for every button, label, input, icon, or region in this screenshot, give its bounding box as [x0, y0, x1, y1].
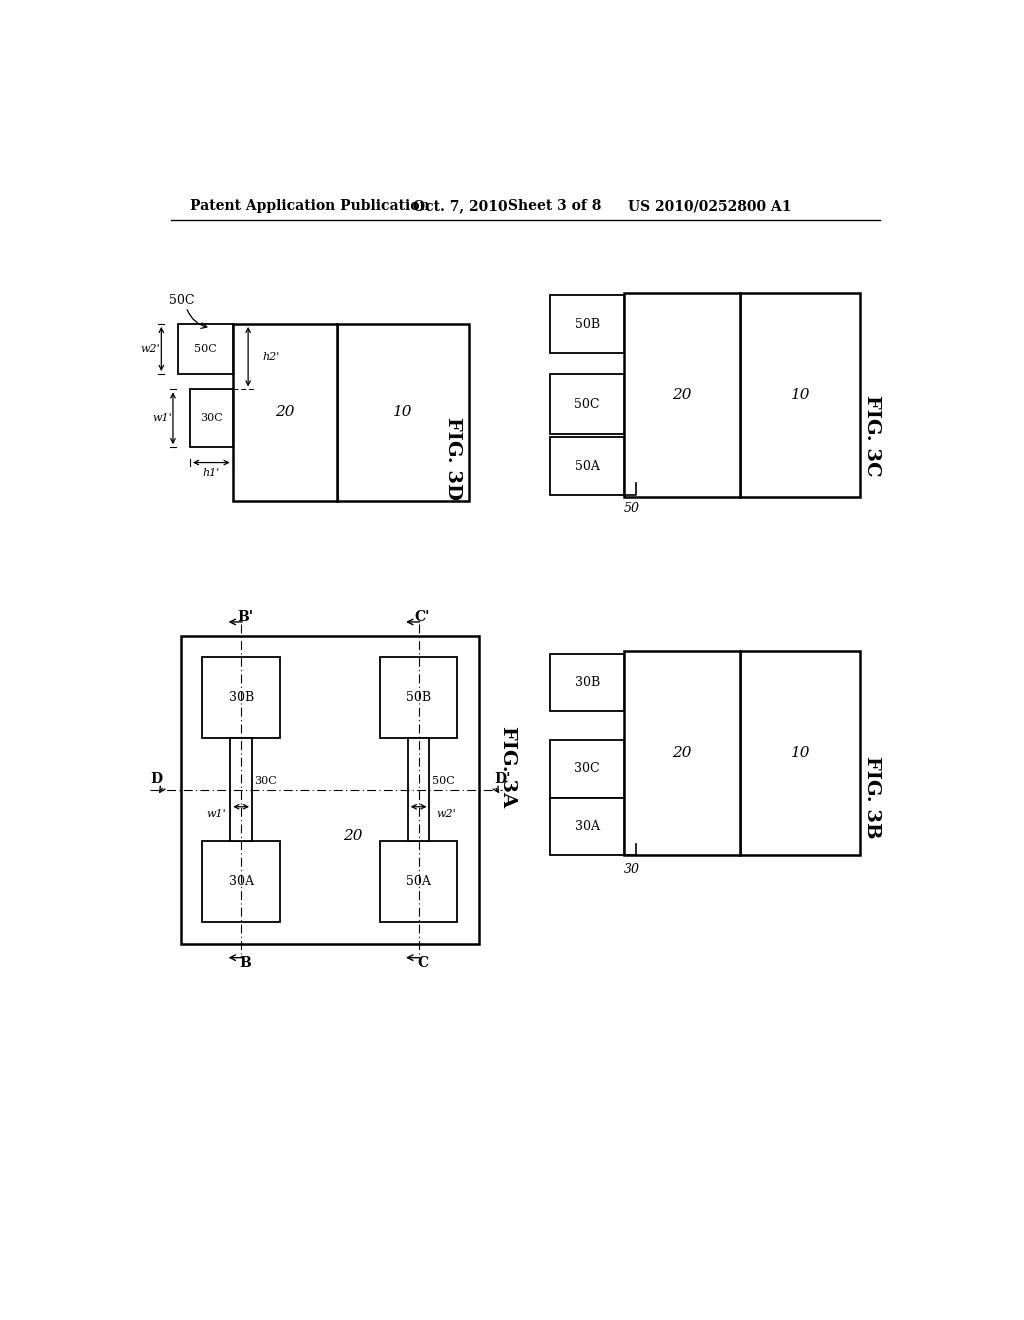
- Text: 10: 10: [791, 388, 810, 403]
- Bar: [550, 739, 624, 797]
- Text: Sheet 3 of 8: Sheet 3 of 8: [508, 199, 601, 213]
- Bar: [190, 389, 232, 447]
- Bar: [740, 293, 860, 498]
- Bar: [550, 797, 624, 855]
- Bar: [380, 657, 458, 738]
- Text: 10: 10: [791, 746, 810, 760]
- Text: FIG. 3B: FIG. 3B: [863, 756, 881, 838]
- Text: 50B: 50B: [574, 318, 600, 331]
- Text: 20: 20: [673, 746, 692, 760]
- Bar: [203, 841, 280, 923]
- Text: w2': w2': [436, 809, 457, 820]
- Bar: [550, 296, 624, 354]
- Bar: [337, 323, 469, 502]
- Text: 30: 30: [624, 862, 640, 875]
- Bar: [740, 651, 860, 855]
- Text: 20: 20: [673, 388, 692, 403]
- Bar: [180, 636, 479, 944]
- Text: Oct. 7, 2010: Oct. 7, 2010: [414, 199, 508, 213]
- Text: 30B: 30B: [228, 692, 254, 705]
- Text: 30B: 30B: [574, 676, 600, 689]
- Bar: [550, 653, 624, 711]
- Text: w1': w1': [153, 413, 172, 424]
- Text: FIG. 3D: FIG. 3D: [444, 417, 463, 500]
- Text: Patent Application Publication: Patent Application Publication: [190, 199, 430, 213]
- Text: 50C: 50C: [574, 397, 600, 411]
- Bar: [624, 293, 740, 498]
- Text: D': D': [494, 772, 511, 785]
- Text: 50C: 50C: [170, 294, 195, 308]
- Text: 30C: 30C: [200, 413, 222, 424]
- Bar: [624, 651, 740, 855]
- Bar: [550, 437, 624, 495]
- Text: 50A: 50A: [574, 459, 600, 473]
- Text: B: B: [240, 956, 251, 970]
- Bar: [408, 738, 429, 841]
- Text: 50C: 50C: [432, 776, 455, 785]
- Bar: [232, 323, 337, 502]
- Text: 30C: 30C: [254, 776, 278, 785]
- Text: D: D: [150, 772, 162, 785]
- Bar: [230, 738, 252, 841]
- Text: 50C: 50C: [195, 345, 217, 354]
- Text: 30C: 30C: [574, 762, 600, 775]
- Text: FIG. 3C: FIG. 3C: [863, 395, 881, 477]
- Text: 30A: 30A: [228, 875, 254, 888]
- Text: 30A: 30A: [574, 820, 600, 833]
- Text: 10: 10: [393, 405, 413, 420]
- Bar: [380, 841, 458, 923]
- Text: FIG. 3A: FIG. 3A: [499, 726, 517, 808]
- Text: US 2010/0252800 A1: US 2010/0252800 A1: [628, 199, 792, 213]
- Text: 50B: 50B: [407, 692, 431, 705]
- Bar: [550, 374, 624, 434]
- Text: C: C: [417, 956, 428, 970]
- Text: C': C': [415, 610, 430, 623]
- Text: h2': h2': [262, 351, 280, 362]
- Bar: [178, 323, 232, 374]
- Text: 50A: 50A: [407, 875, 431, 888]
- Text: B': B': [237, 610, 253, 623]
- Text: 20: 20: [343, 829, 362, 843]
- Text: h1': h1': [203, 469, 220, 478]
- Text: w2': w2': [140, 345, 161, 354]
- Text: w1': w1': [207, 809, 226, 820]
- Bar: [203, 657, 280, 738]
- Text: 50: 50: [624, 502, 640, 515]
- Text: 20: 20: [275, 405, 295, 420]
